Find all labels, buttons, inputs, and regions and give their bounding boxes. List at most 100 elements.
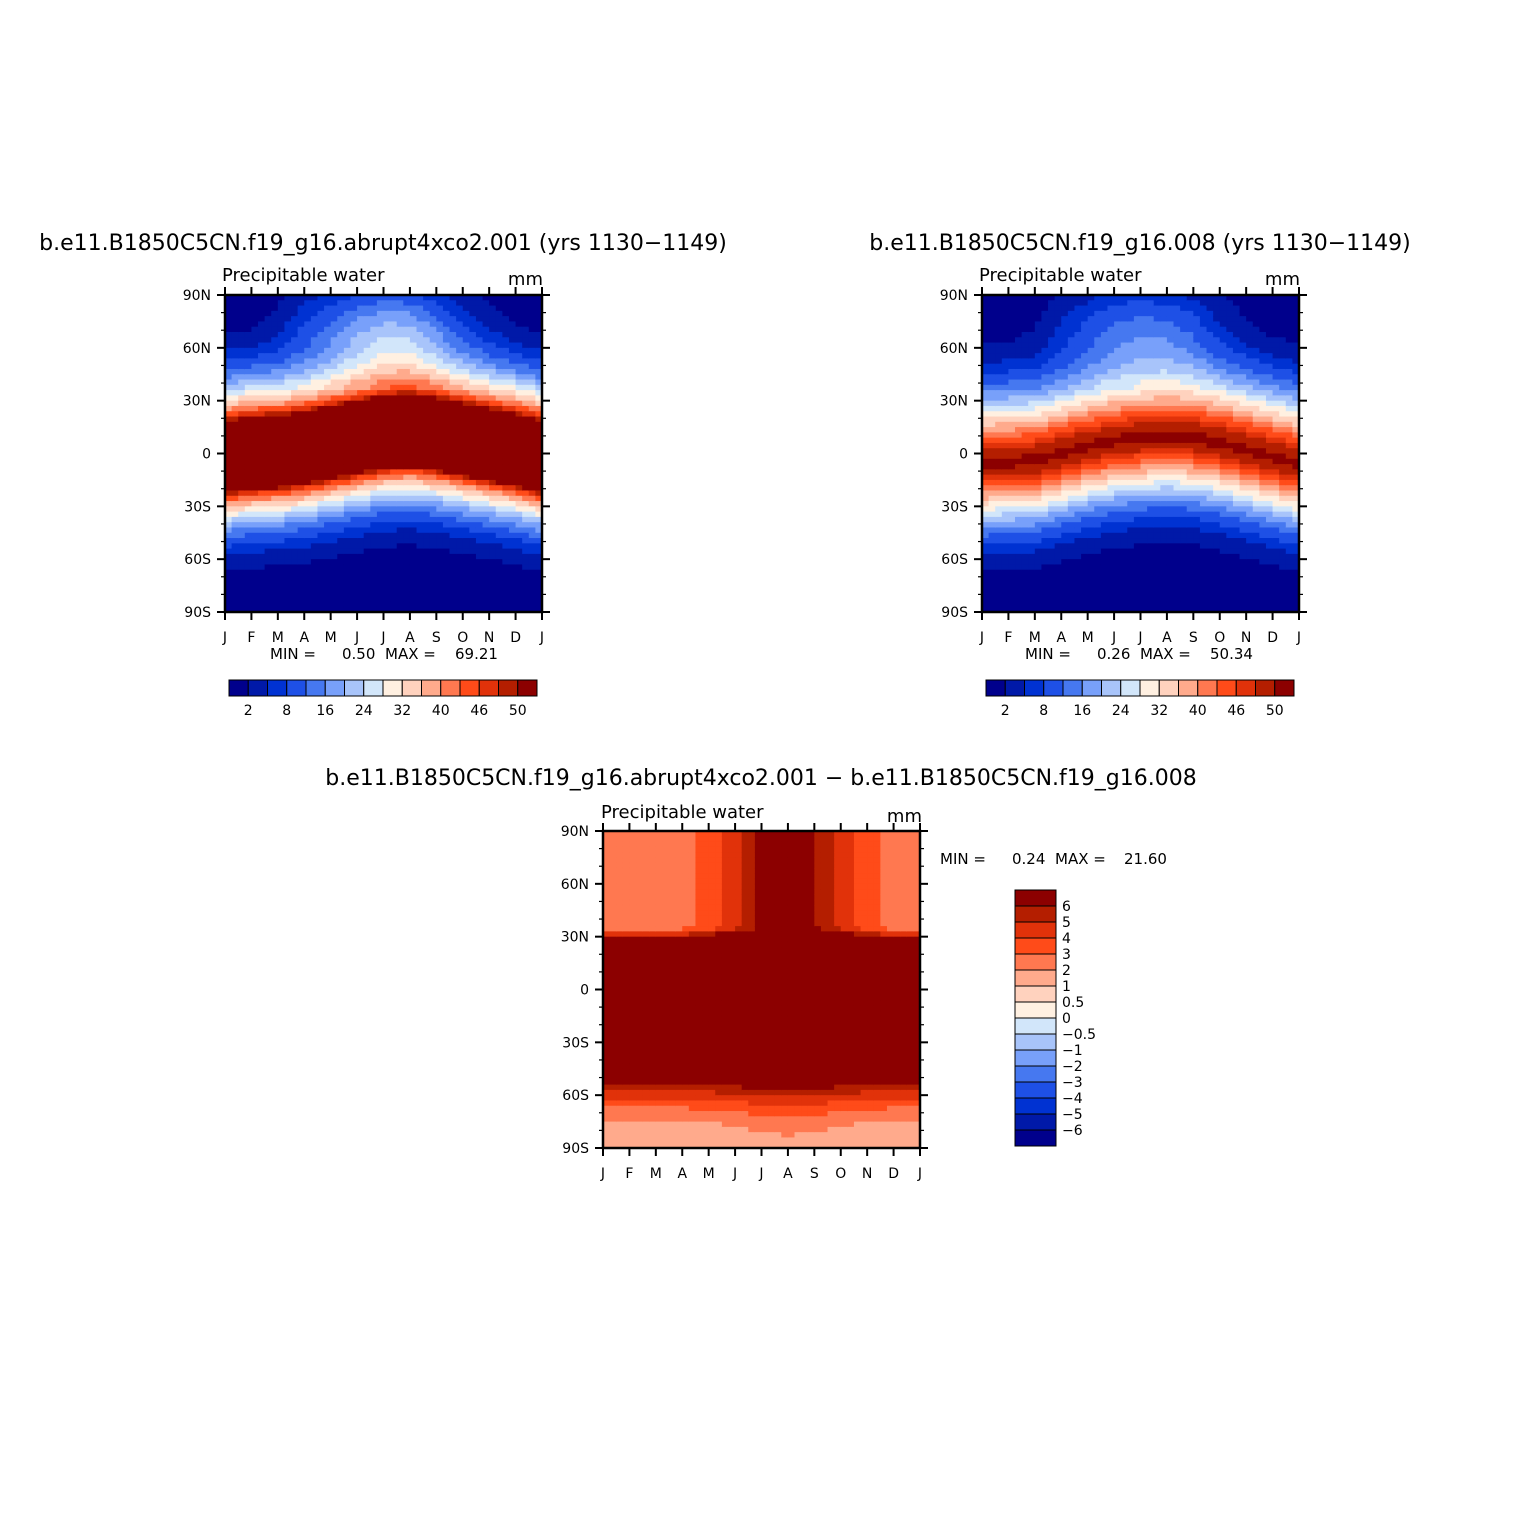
contour-cell	[297, 416, 305, 423]
contour-cell	[456, 590, 464, 597]
contour-cell	[383, 310, 391, 317]
contour-cell	[1048, 522, 1056, 529]
contour-cell	[1074, 379, 1082, 386]
contour-cell	[258, 405, 266, 412]
contour-cell	[244, 538, 253, 544]
contour-cell	[304, 585, 312, 592]
colorbar-swatch	[247, 679, 268, 697]
contour-cell	[1173, 532, 1181, 539]
contour-cell	[1107, 305, 1115, 312]
contour-cell	[482, 448, 490, 455]
contour-cell	[1008, 442, 1016, 449]
contour-cell	[297, 442, 305, 449]
contour-cell	[522, 527, 530, 534]
contour-cell	[988, 310, 996, 317]
contour-cell	[436, 606, 444, 613]
contour-cell	[1041, 416, 1049, 423]
contour-cell	[357, 564, 365, 571]
contour-cell	[383, 538, 391, 544]
contour-cell	[495, 405, 503, 412]
contour-cell	[1021, 363, 1029, 370]
contour-cell	[1193, 300, 1201, 307]
contour-cell	[502, 347, 510, 354]
contour-cell	[1127, 474, 1135, 481]
contour-cell	[489, 458, 497, 465]
contour-cell	[383, 479, 391, 486]
contour-cell	[1114, 326, 1122, 333]
contour-cell	[489, 448, 497, 455]
contour-cell	[1120, 405, 1128, 412]
contour-cell	[1001, 384, 1010, 391]
contour-cell	[310, 569, 319, 576]
contour-cell	[469, 485, 477, 492]
contour-cell	[429, 474, 437, 481]
contour-cell	[1133, 469, 1142, 476]
contour-cell	[462, 316, 470, 323]
contour-cell	[1021, 490, 1029, 497]
contour-cell	[515, 485, 523, 492]
contour-cell	[1081, 522, 1089, 529]
contour-cell	[1021, 601, 1029, 608]
contour-cell	[1034, 432, 1043, 439]
contour-cell	[475, 590, 484, 597]
contour-cell	[350, 368, 358, 375]
contour-cell	[1015, 464, 1023, 470]
contour-cell	[1147, 532, 1155, 539]
contour-cell	[350, 405, 358, 412]
contour-cell	[475, 353, 484, 359]
contour-cell	[442, 506, 451, 513]
contour-cell	[482, 337, 490, 344]
contour-cell	[1041, 432, 1049, 439]
contour-cell	[1140, 585, 1148, 592]
contour-cell	[489, 363, 497, 370]
contour-cell	[1001, 506, 1010, 513]
contour-cell	[1067, 474, 1076, 481]
contour-cell	[225, 347, 233, 354]
contour-cell	[343, 384, 352, 391]
contour-cell	[988, 442, 996, 449]
contour-cell	[403, 442, 411, 449]
contour-cell	[475, 538, 484, 544]
contour-cell	[1180, 395, 1188, 402]
contour-cell	[1147, 575, 1155, 581]
contour-cell	[1087, 453, 1095, 460]
contour-cell	[1180, 400, 1188, 407]
contour-cell	[1074, 543, 1082, 550]
contour-cell	[1107, 358, 1115, 365]
contour-cell	[1021, 532, 1029, 539]
contour-cell	[988, 585, 996, 592]
contour-cell	[251, 337, 259, 344]
contour-cell	[376, 358, 385, 365]
contour-cell	[456, 527, 464, 534]
contour-cell	[1028, 384, 1036, 391]
contour-cell	[449, 331, 457, 338]
contour-cell	[337, 442, 345, 449]
contour-cell	[1081, 331, 1089, 338]
contour-cell	[337, 411, 345, 418]
contour-cell	[1087, 553, 1095, 560]
contour-cell	[1140, 506, 1148, 513]
contour-cell	[1133, 400, 1142, 407]
contour-cell	[1067, 321, 1076, 328]
contour-cell	[1094, 432, 1102, 439]
contour-cell	[1034, 453, 1043, 460]
contour-cell	[988, 295, 996, 301]
contour-cell	[1061, 316, 1069, 323]
contour-cell	[1107, 400, 1115, 407]
contour-cell	[475, 474, 484, 481]
contour-cell	[231, 538, 239, 544]
contour-cell	[1061, 300, 1069, 307]
contour-cell	[1067, 337, 1076, 344]
contour-cell	[304, 384, 312, 391]
contour-cell	[995, 374, 1003, 381]
contour-cell	[1008, 580, 1016, 587]
contour-cell	[284, 384, 292, 391]
contour-cell	[357, 527, 365, 534]
contour-cell	[343, 331, 352, 338]
contour-cell	[337, 495, 345, 502]
contour-cell	[297, 384, 305, 391]
contour-cell	[502, 321, 510, 328]
contour-cell	[304, 532, 312, 539]
contour-cell	[535, 427, 543, 433]
contour-cell	[1061, 448, 1069, 455]
